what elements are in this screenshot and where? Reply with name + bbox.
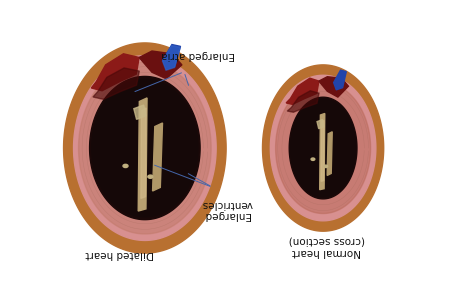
Circle shape [310, 158, 314, 160]
Polygon shape [162, 44, 180, 70]
Polygon shape [316, 120, 323, 129]
Polygon shape [78, 62, 211, 234]
Polygon shape [270, 75, 375, 221]
Circle shape [123, 164, 128, 167]
Polygon shape [333, 70, 346, 90]
Polygon shape [162, 46, 180, 70]
Polygon shape [275, 82, 370, 214]
Text: Dilated heart: Dilated heart [85, 249, 154, 259]
Polygon shape [138, 98, 147, 211]
Polygon shape [318, 77, 347, 97]
Polygon shape [290, 99, 355, 197]
Polygon shape [92, 79, 197, 217]
Text: Enlarged
ventricles: Enlarged ventricles [201, 199, 252, 220]
Polygon shape [90, 76, 200, 220]
Polygon shape [134, 105, 146, 119]
Polygon shape [73, 56, 216, 240]
Text: Enlarged atria: Enlarged atria [161, 50, 235, 60]
Polygon shape [285, 78, 318, 104]
Polygon shape [262, 65, 383, 231]
Circle shape [323, 165, 327, 167]
Polygon shape [289, 97, 356, 199]
Text: Normal heart
(cross section): Normal heart (cross section) [288, 235, 364, 256]
Polygon shape [326, 132, 331, 175]
Polygon shape [152, 123, 162, 191]
Polygon shape [140, 108, 146, 198]
Polygon shape [320, 120, 324, 182]
Polygon shape [91, 54, 139, 91]
Polygon shape [93, 68, 139, 99]
Polygon shape [139, 51, 181, 79]
Polygon shape [63, 43, 226, 253]
Polygon shape [286, 91, 318, 112]
Polygon shape [319, 113, 324, 190]
Circle shape [147, 175, 152, 178]
